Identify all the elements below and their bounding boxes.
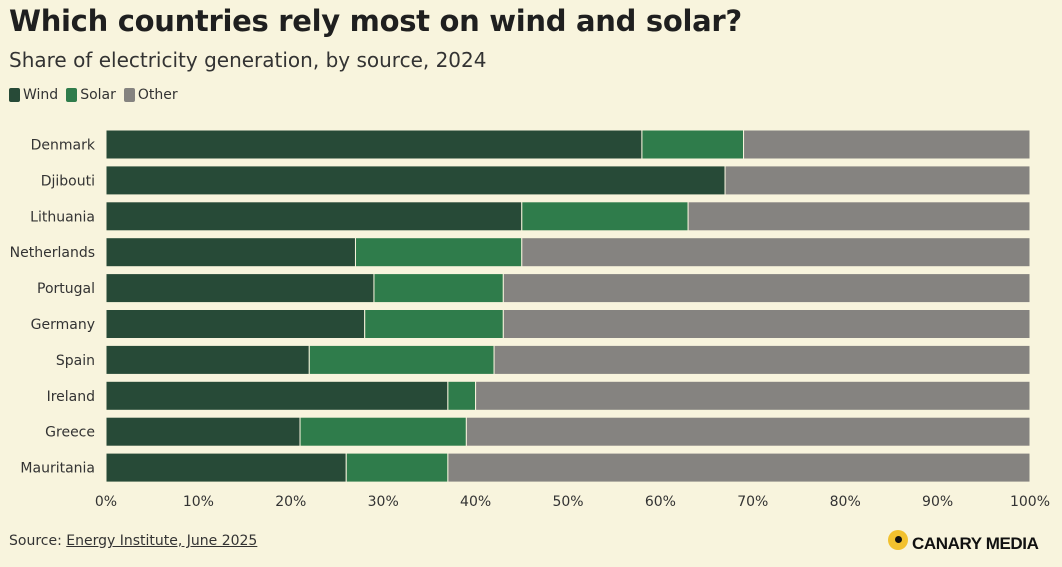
x-tick-label: 20% xyxy=(275,494,306,510)
bar-djibouti-wind xyxy=(105,165,726,196)
category-label-ireland: Ireland xyxy=(47,389,95,405)
bar-netherlands-wind xyxy=(105,237,356,268)
bar-mauritania-wind xyxy=(105,452,347,483)
legend: Wind Solar Other xyxy=(9,87,178,103)
legend-item-solar: Solar xyxy=(66,87,116,103)
bar-denmark-solar xyxy=(641,129,745,160)
bar-germany-other xyxy=(502,309,1031,339)
category-label-germany: Germany xyxy=(31,317,95,333)
category-label-netherlands: Netherlands xyxy=(10,245,95,261)
legend-label-other: Other xyxy=(137,87,178,103)
brand-name: CANARY MEDIA xyxy=(912,534,1039,553)
x-tick-label: 70% xyxy=(737,494,768,510)
bar-greece-solar xyxy=(299,416,467,447)
bar-ireland-other xyxy=(475,380,1031,411)
bar-portugal-solar xyxy=(373,273,504,304)
bar-ireland-solar xyxy=(447,380,477,411)
category-label-spain: Spain xyxy=(56,353,95,369)
x-tick-label: 30% xyxy=(368,494,399,510)
bar-spain-solar xyxy=(308,344,495,375)
bar-germany-wind xyxy=(105,309,366,339)
category-label-djibouti: Djibouti xyxy=(41,173,95,189)
chart-subtitle: Share of electricity generation, by sour… xyxy=(9,48,487,72)
x-tick-label: 10% xyxy=(183,494,214,510)
bar-greece-other xyxy=(465,416,1031,447)
x-tick-label: 100% xyxy=(1010,494,1050,510)
category-label-mauritania: Mauritania xyxy=(20,461,95,477)
x-tick-label: 50% xyxy=(552,494,583,510)
legend-swatch-solar xyxy=(66,88,78,102)
bar-djibouti-other xyxy=(724,165,1031,196)
bar-ireland-wind xyxy=(105,380,449,411)
category-label-lithuania: Lithuania xyxy=(30,209,95,225)
bar-mauritania-solar xyxy=(345,452,449,483)
bar-netherlands-solar xyxy=(354,237,523,268)
x-tick-label: 40% xyxy=(460,494,491,510)
bar-lithuania-other xyxy=(687,201,1031,232)
legend-swatch-other xyxy=(123,88,135,102)
legend-swatch-wind xyxy=(9,88,20,102)
chart-title: Which countries rely most on wind and so… xyxy=(9,4,742,38)
bar-denmark-wind xyxy=(105,129,643,160)
bar-portugal-wind xyxy=(105,273,375,304)
bar-portugal-other xyxy=(502,273,1031,304)
legend-label-wind: Wind xyxy=(23,87,59,103)
x-tick-label: 60% xyxy=(645,494,676,510)
brand-logo: CANARY MEDIA xyxy=(888,526,1039,554)
legend-label-solar: Solar xyxy=(80,87,116,103)
category-label-greece: Greece xyxy=(45,425,95,441)
x-tick-label: 80% xyxy=(830,494,861,510)
category-label-portugal: Portugal xyxy=(37,281,95,297)
x-tick-label: 0% xyxy=(95,494,117,510)
source-link[interactable]: Energy Institute, June 2025 xyxy=(66,533,258,549)
bar-lithuania-wind xyxy=(105,201,523,232)
bar-spain-other xyxy=(493,344,1031,375)
bar-lithuania-solar xyxy=(521,201,689,232)
category-label-denmark: Denmark xyxy=(31,138,96,154)
bar-mauritania-other xyxy=(447,452,1031,483)
bar-greece-wind xyxy=(105,416,301,447)
source-note: Source: Energy Institute, June 2025 xyxy=(9,533,257,549)
legend-item-other: Other xyxy=(123,87,178,103)
bar-netherlands-other xyxy=(521,237,1031,268)
source-prefix: Source: xyxy=(9,533,67,549)
bar-denmark-other xyxy=(743,129,1031,160)
bar-spain-wind xyxy=(105,344,310,375)
legend-item-wind: Wind xyxy=(9,87,58,103)
canary-logo-icon xyxy=(888,530,908,550)
x-tick-label: 90% xyxy=(922,494,953,510)
bar-germany-solar xyxy=(364,309,504,339)
